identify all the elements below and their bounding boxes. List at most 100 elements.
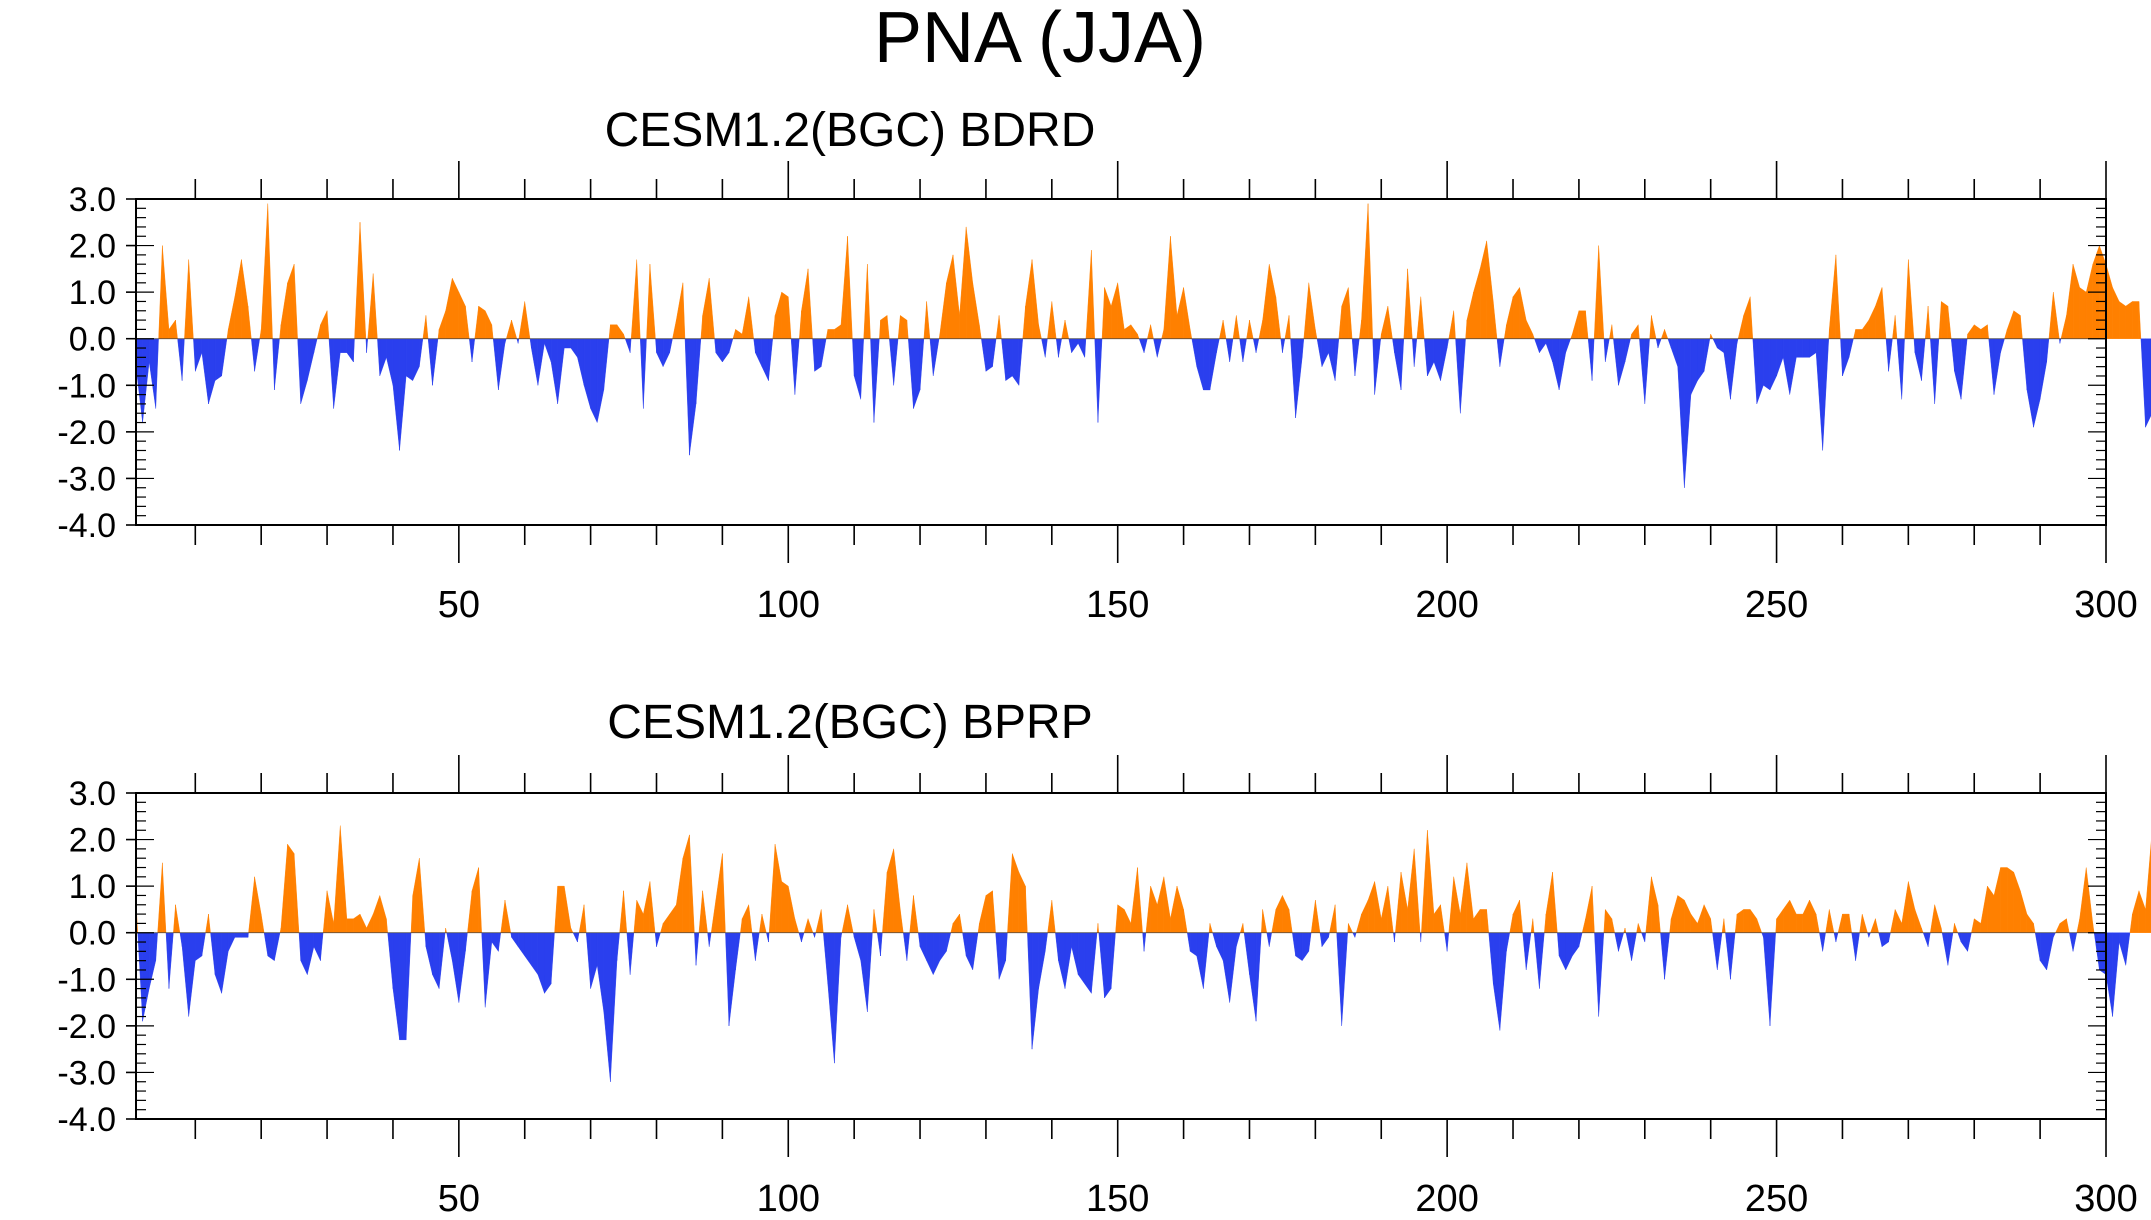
bprp-positive-area-230 [2138,890,2146,933]
bprp-positive-area-29 [445,928,447,933]
bdrd-negative-area-48 [550,338,558,404]
bprp-negative-area-61 [656,932,661,947]
bprp-negative-area-57 [616,932,620,961]
bdrd-positive-area-93 [1031,259,1039,339]
bdrd-positive-area-55 [732,329,736,339]
bdrd-negative-area-144 [1427,338,1435,377]
bprp-positive-area-226 [2086,867,2094,933]
bdrd-negative-area-3 [155,338,159,409]
bprp-negative-area-84 [867,932,873,1012]
bprp-positive-area-39 [578,904,585,933]
bprp-negative-area-116 [1143,932,1147,952]
bprp-negative-area-187 [1881,932,1889,948]
bprp-positive-area-84 [959,914,963,933]
bprp-negative-area-194 [1960,932,1968,952]
bdrd-negative-area-54 [590,338,598,423]
bdrd-negative-area-219 [2145,338,2151,428]
bprp-negative-area-104 [1045,932,1048,952]
bprp-positive-area-19 [353,913,361,933]
bdrd-positive-area-51 [682,282,686,339]
bprp-negative-area-174 [1730,932,1736,980]
bdrd-positive-area-162 [1593,245,1599,339]
bprp-negative-area-14 [228,932,236,952]
bprp-negative-area-180 [1833,932,1837,943]
bprp-negative-area-18 [263,932,268,957]
bdrd-positive-area-77 [900,315,908,339]
bdrd-positive-area-49 [672,320,677,339]
bprp-positive-area-24 [386,918,388,933]
bprp-negative-area-51 [577,932,580,943]
bprp-positive-area-208 [1952,923,1955,933]
bprp-negative-area-15 [234,932,242,938]
bprp-negative-area-94 [946,932,952,952]
bprp-negative-area-52 [586,932,591,989]
bprp-negative-area-199 [2053,932,2056,938]
bprp-negative-area-138 [1336,932,1342,1026]
bdrd-negative-area-215 [2046,338,2050,363]
bprp-positive-area-112 [1242,923,1245,933]
bdrd-negative-area-185 [1776,338,1784,377]
bdrd-negative-area-36 [432,338,439,386]
bdrd-negative-area-136 [1372,338,1375,395]
bprp-positive-area-139 [1448,876,1454,933]
bprp-positive-area-55 [710,900,716,933]
bprp-negative-area-89 [918,932,921,947]
bdrd-negative-area-37 [469,338,473,363]
bdrd-negative-area-169 [1667,338,1672,349]
bprp-positive-area-101 [1137,867,1143,933]
bdrd-negative-area-39 [492,338,499,390]
bdrd-negative-area-135 [1354,338,1360,376]
bprp-negative-area-88 [906,932,910,961]
bdrd-positive-area-50 [676,282,684,339]
bdrd-positive-area-139 [1387,306,1393,339]
bprp-ytick-label: -3.0 [57,1054,116,1092]
bdrd-negative-area-198 [1896,338,1902,400]
bprp-negative-area-135 [1319,932,1323,947]
bprp-positive-area-224 [2076,918,2080,933]
bprp-positive-area-83 [952,913,960,933]
bprp-negative-area-147 [1446,932,1449,952]
bprp-negative-area-193 [1957,932,1962,943]
bdrd-positive-area-99 [1085,250,1092,339]
bdrd-negative-area-9 [208,338,216,404]
bdrd-negative-area-159 [1591,338,1595,381]
bprp-positive-area-194 [1848,914,1852,933]
bdrd-negative-area-172 [1684,338,1692,488]
bprp-positive-area-74 [872,909,875,933]
bdrd-negative-area-50 [564,338,572,349]
bprp-negative-area-137 [1328,932,1330,938]
bprp-positive-area-37 [564,886,572,933]
bprp-negative-area-134 [1308,932,1312,952]
bdrd-positive-area-218 [2132,301,2140,339]
bdrd-negative-area-47 [544,338,552,363]
bdrd-negative-area-199 [1901,338,1905,400]
bprp-positive-area-76 [882,872,888,933]
bdrd-negative-area-155 [1552,338,1560,390]
bprp-positive-area-117 [1282,895,1290,933]
bdrd-positive-area-11 [259,329,262,339]
bdrd-negative-area-21 [333,338,341,409]
bprp-negative-area-91 [926,932,934,975]
bdrd-negative-area-46 [537,338,545,386]
bdrd-negative-area-28 [379,338,387,377]
bdrd-negative-area-62 [656,338,664,367]
bprp-positive-area-153 [1552,872,1558,933]
bprp-positive-area-206 [1934,904,1942,933]
bprp-negative-area-87 [903,932,908,961]
bdrd-negative-area-29 [386,338,394,386]
bprp-positive-area-36 [557,885,565,933]
bprp-negative-area-39 [485,932,492,1008]
bprp-ytick-label: -2.0 [57,1008,116,1046]
bdrd-negative-area-182 [1756,338,1764,404]
bdrd-positive-area-57 [741,296,749,339]
bdrd-positive-area-84 [952,254,960,339]
bdrd-xtick-label: 50 [438,584,480,626]
bprp-positive-area-18 [346,918,354,933]
bprp-positive-area-229 [2132,890,2140,933]
bprp-negative-area-112 [1098,932,1105,998]
bdrd-negative-area-186 [1782,338,1790,395]
bprp-positive-area-94 [1051,900,1056,933]
bdrd-positive-area-161 [1585,310,1589,339]
bdrd-negative-area-112 [1153,338,1158,358]
bdrd-negative-area-177 [1717,338,1725,354]
